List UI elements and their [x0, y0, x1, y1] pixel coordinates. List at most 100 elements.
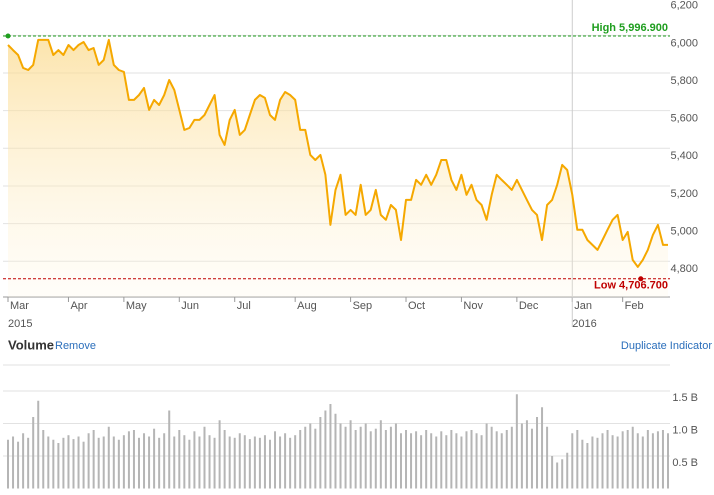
volume-bar	[168, 410, 171, 489]
reference-label: High 5,996.900	[592, 22, 668, 34]
volume-bar	[208, 435, 211, 489]
volume-bar	[203, 426, 206, 489]
volume-bar	[349, 420, 352, 489]
volume-bar	[334, 413, 337, 489]
volume-bar	[52, 439, 55, 489]
volume-bar	[636, 433, 639, 489]
volume-bar	[601, 433, 604, 489]
volume-bar	[218, 420, 221, 489]
x-tick-label: Nov	[463, 300, 483, 312]
x-tick-label: Sep	[353, 300, 373, 312]
volume-bar	[173, 436, 176, 489]
volume-bar	[188, 439, 191, 489]
volume-bar	[399, 433, 402, 489]
y-tick-label: 5,600	[670, 113, 698, 125]
volume-bar	[294, 435, 297, 489]
volume-bar	[611, 435, 614, 489]
volume-bar	[183, 435, 186, 489]
y-tick-label: 1.0 B	[672, 424, 698, 436]
volume-bar	[530, 428, 533, 489]
volume-bar	[87, 433, 90, 489]
volume-bar	[485, 423, 488, 489]
high-marker	[5, 33, 11, 39]
volume-bar	[198, 436, 201, 489]
volume-bar	[546, 426, 549, 489]
volume-bar	[541, 407, 544, 489]
y-tick-label: 5,200	[670, 188, 698, 200]
volume-bar	[258, 437, 261, 489]
y-tick-label: 6,200	[670, 0, 698, 12]
volume-bar	[410, 433, 413, 489]
volume-bar	[238, 433, 241, 489]
volume-bar	[440, 431, 443, 489]
y-tick-label: 4,800	[670, 263, 698, 275]
volume-bar	[27, 437, 30, 489]
volume-bar	[616, 436, 619, 489]
volume-bar	[606, 430, 609, 489]
volume-bar	[122, 435, 125, 489]
volume-bar	[304, 426, 307, 489]
volume-bar	[591, 436, 594, 489]
volume-bar	[193, 431, 196, 489]
duplicate-link[interactable]: Duplicate Indicator	[621, 340, 712, 352]
volume-bar	[32, 417, 35, 489]
volume-bar	[661, 430, 664, 489]
volume-bar	[359, 426, 362, 489]
volume-bar	[178, 430, 181, 489]
volume-bar	[596, 437, 599, 489]
volume-bar	[17, 441, 20, 489]
volume-bar	[163, 433, 166, 489]
volume-bar	[243, 435, 246, 489]
volume-bar	[12, 436, 15, 489]
volume-bar	[455, 433, 458, 489]
y-tick-label: 5,000	[670, 226, 698, 238]
volume-bar	[77, 436, 80, 489]
volume-bar	[445, 435, 448, 489]
volume-bar	[253, 436, 256, 489]
volume-bar	[626, 430, 629, 489]
remove-link[interactable]: Remove	[55, 340, 96, 352]
volume-bar	[576, 430, 579, 489]
volume-bar	[566, 452, 569, 489]
volume-bar	[364, 423, 367, 489]
volume-bar	[344, 426, 347, 489]
volume-bar	[641, 436, 644, 489]
volume-bar	[571, 433, 574, 489]
volume-bar	[148, 436, 151, 489]
x-tick-label: Jun	[181, 300, 199, 312]
volume-bar	[324, 410, 327, 489]
x-tick-label: May	[126, 300, 147, 312]
x-tick-label: Aug	[297, 300, 317, 312]
volume-bar	[248, 439, 251, 489]
volume-bar	[263, 435, 266, 489]
volume-bar	[475, 433, 478, 489]
volume-bar	[112, 436, 115, 489]
volume-bar	[22, 433, 25, 489]
volume-bar	[47, 436, 50, 489]
volume-bar	[289, 437, 292, 489]
price-area	[8, 39, 668, 298]
volume-bar	[450, 430, 453, 489]
volume-bar	[561, 459, 564, 489]
volume-bar	[319, 417, 322, 489]
y-tick-label: 6,000	[670, 37, 698, 49]
volume-bar	[82, 441, 85, 489]
x-tick-label: Apr	[70, 300, 87, 312]
volume-bar	[480, 435, 483, 489]
volume-bar	[153, 428, 156, 489]
volume-title: Volume	[8, 337, 54, 352]
volume-bar	[536, 417, 539, 489]
x-tick-label: Oct	[408, 300, 425, 312]
y-tick-label: 1.5 B	[672, 392, 698, 404]
x-tick-label: Jul	[237, 300, 251, 312]
volume-bar	[405, 430, 408, 489]
volume-bar	[92, 430, 95, 489]
volume-bar	[586, 443, 589, 489]
volume-bar	[223, 430, 226, 489]
volume-bar	[415, 431, 418, 489]
volume-bar	[465, 431, 468, 489]
volume-bar	[510, 426, 513, 489]
volume-bar	[621, 431, 624, 489]
volume-bar	[329, 404, 332, 489]
